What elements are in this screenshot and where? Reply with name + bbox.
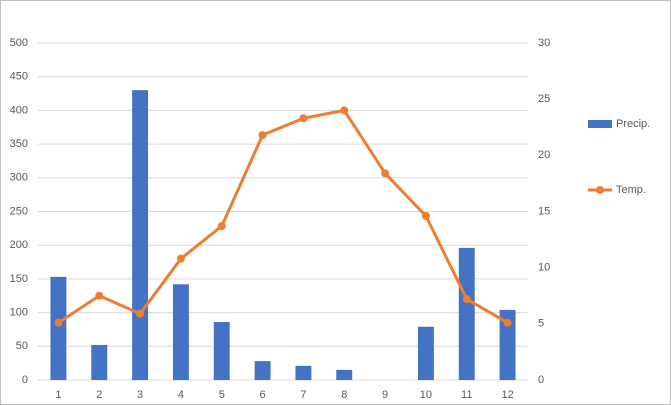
- line: [57, 108, 509, 325]
- x-tick-label: 11: [461, 389, 472, 401]
- y-tick-label: 50: [16, 340, 28, 352]
- x-tick-label: 6: [260, 389, 266, 401]
- line-point: [381, 169, 390, 178]
- line-point: [54, 318, 63, 327]
- legend-swatch: [596, 186, 604, 194]
- line-point: [136, 309, 145, 318]
- line-point: [340, 106, 349, 115]
- line-point: [421, 211, 430, 220]
- y2-tick-label: 25: [538, 93, 550, 105]
- line-point: [95, 291, 104, 300]
- line-point: [176, 254, 185, 263]
- bar: [172, 284, 189, 380]
- y-tick-label: 350: [10, 138, 28, 150]
- line-point: [299, 114, 308, 123]
- line-point: [258, 131, 267, 140]
- y2-tick-label: 15: [538, 205, 550, 217]
- x-tick-label: 3: [137, 389, 143, 401]
- y2-tick-label: 10: [538, 262, 550, 274]
- bar: [91, 344, 108, 380]
- x-tick-label: 4: [178, 389, 184, 401]
- x-tick-label: 1: [55, 389, 61, 401]
- y-tick-label: 400: [10, 104, 28, 116]
- bar: [132, 90, 149, 381]
- y-tick-label: 0: [22, 374, 28, 386]
- legend-swatch: [588, 120, 612, 128]
- x-tick-label: 12: [501, 389, 513, 401]
- y-tick-label: 450: [10, 71, 28, 83]
- y-tick-label: 150: [10, 273, 28, 285]
- bar: [295, 365, 312, 380]
- bar: [336, 369, 353, 380]
- y-tick-label: 300: [10, 172, 28, 184]
- x-tick-label: 8: [341, 389, 347, 401]
- bar: [254, 361, 271, 380]
- y2-tick-label: 5: [538, 318, 544, 330]
- y-tick-label: 100: [10, 307, 28, 319]
- legend-label: Temp.: [616, 184, 646, 196]
- line-point: [462, 295, 471, 304]
- bar: [213, 322, 230, 380]
- y-tick-label: 250: [10, 205, 28, 217]
- legend-label: Precip.: [616, 118, 650, 130]
- y2-tick-label: 20: [538, 149, 550, 161]
- x-tick-label: 10: [420, 389, 432, 401]
- y-tick-label: 500: [10, 37, 28, 49]
- x-tick-label: 5: [219, 389, 225, 401]
- y2-tick-label: 30: [538, 37, 550, 49]
- y-tick-label: 200: [10, 239, 28, 251]
- x-tick-label: 2: [96, 389, 102, 401]
- line-point: [217, 222, 226, 231]
- x-tick-label: 7: [300, 389, 306, 401]
- bar: [499, 309, 516, 380]
- x-tick-label: 9: [382, 389, 388, 401]
- bar: [458, 247, 475, 380]
- bar: [50, 276, 67, 380]
- line-point: [503, 318, 512, 327]
- bar: [417, 326, 434, 380]
- y2-tick-label: 0: [538, 374, 544, 386]
